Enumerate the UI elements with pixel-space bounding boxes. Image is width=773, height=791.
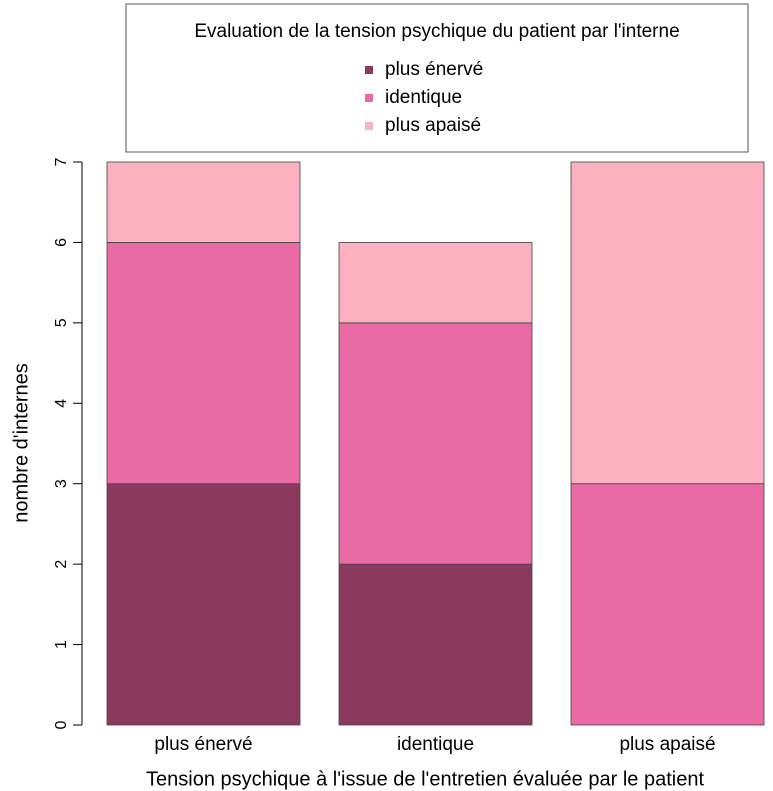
x-tick-label: identique — [397, 734, 474, 755]
y-tick-label: 2 — [53, 560, 70, 569]
bar-segment — [570, 483, 765, 726]
legend-swatch — [365, 122, 373, 130]
legend-label: identique — [385, 87, 462, 108]
bar-segment — [106, 242, 301, 485]
bar-segment — [338, 563, 533, 726]
legend-swatch — [365, 66, 373, 74]
legend-label: plus apaisé — [385, 115, 481, 136]
y-tick-label: 4 — [53, 399, 70, 408]
y-tick-label: 3 — [53, 479, 70, 488]
y-tick-label: 5 — [53, 318, 70, 327]
bar-segment — [338, 322, 533, 565]
y-tick-label: 0 — [53, 720, 70, 729]
y-tick-label: 1 — [53, 640, 70, 649]
legend-box — [125, 3, 749, 153]
legend-title: Evaluation de la tension psychique du pa… — [194, 21, 679, 42]
x-tick-label: plus apaisé — [619, 734, 715, 755]
x-axis-title: Tension psychique à l'issue de l'entreti… — [146, 768, 704, 790]
y-tick-label: 7 — [53, 157, 70, 166]
legend-label: plus énervé — [385, 59, 483, 80]
bar-segment — [570, 161, 765, 485]
x-tick-label: plus énervé — [154, 734, 252, 755]
y-tick-label: 6 — [53, 238, 70, 247]
bar-segment — [106, 483, 301, 726]
y-axis-title: nombre d'internes — [10, 363, 32, 522]
legend-swatch — [365, 94, 373, 102]
bar-segment — [338, 242, 533, 324]
bar-segment — [106, 161, 301, 243]
